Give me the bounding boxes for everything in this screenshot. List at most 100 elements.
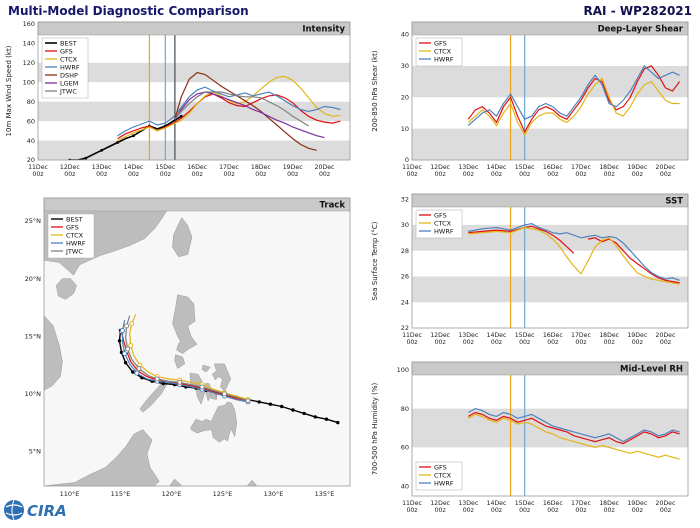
svg-text:00z: 00z xyxy=(160,171,171,178)
svg-text:20: 20 xyxy=(401,93,409,101)
svg-text:00z: 00z xyxy=(660,507,671,514)
sst-chart: SST22242628303211Dec00z12Dec00z13Dec00z1… xyxy=(371,193,689,346)
rh-series-HWRF xyxy=(468,407,680,443)
svg-text:00z: 00z xyxy=(406,339,417,346)
svg-text:11Dec: 11Dec xyxy=(402,332,422,339)
svg-text:00z: 00z xyxy=(491,171,502,178)
svg-text:00z: 00z xyxy=(632,507,643,514)
intensity-chart: Intensity2040608010012014016011Dec00z12D… xyxy=(5,20,351,178)
svg-text:00z: 00z xyxy=(519,507,530,514)
landmass xyxy=(44,315,63,391)
svg-text:Mid-Level RH: Mid-Level RH xyxy=(620,365,683,375)
svg-text:11Dec: 11Dec xyxy=(402,500,422,507)
svg-text:14Dec: 14Dec xyxy=(487,500,507,507)
landmass xyxy=(55,278,77,300)
svg-text:40: 40 xyxy=(27,137,35,145)
svg-text:JTWC: JTWC xyxy=(65,247,83,255)
svg-text:80: 80 xyxy=(401,405,409,413)
svg-text:Intensity: Intensity xyxy=(302,25,345,35)
svg-text:CTCX: CTCX xyxy=(60,55,78,63)
svg-text:00z: 00z xyxy=(632,339,643,346)
svg-text:25°N: 25°N xyxy=(25,217,42,225)
intensity-series-DSHP xyxy=(174,71,317,151)
svg-text:60: 60 xyxy=(401,444,409,452)
svg-text:15Dec: 15Dec xyxy=(515,332,535,339)
svg-text:13Dec: 13Dec xyxy=(458,332,478,339)
svg-text:16Dec: 16Dec xyxy=(187,164,207,171)
svg-text:17Dec: 17Dec xyxy=(219,164,239,171)
intensity-series-HWRF xyxy=(117,86,341,137)
svg-text:00z: 00z xyxy=(128,171,139,178)
page-title: Multi-Model Diagnostic Comparison xyxy=(8,4,249,18)
svg-text:13Dec: 13Dec xyxy=(458,500,478,507)
svg-text:00z: 00z xyxy=(575,507,586,514)
svg-text:00z: 00z xyxy=(463,339,474,346)
svg-text:16Dec: 16Dec xyxy=(543,164,563,171)
svg-text:18Dec: 18Dec xyxy=(599,500,619,507)
sst-series-HWRF xyxy=(468,222,680,281)
svg-text:00z: 00z xyxy=(435,507,446,514)
intensity-series-JTWC xyxy=(174,91,309,127)
svg-text:11Dec: 11Dec xyxy=(28,164,48,171)
svg-text:00z: 00z xyxy=(604,507,615,514)
svg-text:00z: 00z xyxy=(319,171,330,178)
svg-text:00z: 00z xyxy=(435,171,446,178)
svg-text:135°E: 135°E xyxy=(315,490,335,498)
svg-text:10m Max Wind Speed (kt): 10m Max Wind Speed (kt) xyxy=(5,45,13,136)
svg-text:00z: 00z xyxy=(406,507,417,514)
svg-text:00z: 00z xyxy=(575,171,586,178)
svg-text:20Dec: 20Dec xyxy=(656,164,676,171)
svg-text:00z: 00z xyxy=(463,171,474,178)
svg-text:00z: 00z xyxy=(192,171,203,178)
cira-logo: CIRA xyxy=(2,496,82,524)
landmass xyxy=(169,478,183,486)
svg-text:GFS: GFS xyxy=(434,211,447,219)
globe-icon xyxy=(4,500,24,520)
svg-text:40: 40 xyxy=(401,482,409,490)
svg-text:18Dec: 18Dec xyxy=(251,164,271,171)
svg-text:14Dec: 14Dec xyxy=(487,164,507,171)
svg-text:16Dec: 16Dec xyxy=(543,500,563,507)
svg-text:00z: 00z xyxy=(463,507,474,514)
svg-text:Sea Surface Temp (°C): Sea Surface Temp (°C) xyxy=(371,221,379,300)
svg-text:12Dec: 12Dec xyxy=(430,164,450,171)
svg-text:15°N: 15°N xyxy=(25,332,42,340)
svg-text:13Dec: 13Dec xyxy=(458,164,478,171)
svg-text:HWRF: HWRF xyxy=(60,63,80,71)
svg-text:CTCX: CTCX xyxy=(434,219,452,227)
shear-series-GFS xyxy=(467,65,681,134)
svg-text:20Dec: 20Dec xyxy=(656,332,676,339)
svg-text:700-500 hPa Humidity (%): 700-500 hPa Humidity (%) xyxy=(371,383,379,476)
intensity-series-LGEM xyxy=(174,91,325,139)
svg-text:80: 80 xyxy=(27,98,35,106)
svg-text:LGEM: LGEM xyxy=(60,79,78,87)
landmass xyxy=(172,217,193,258)
landmass xyxy=(174,354,186,369)
svg-text:00z: 00z xyxy=(491,507,502,514)
svg-text:00z: 00z xyxy=(519,339,530,346)
svg-text:00z: 00z xyxy=(632,171,643,178)
svg-text:10: 10 xyxy=(401,125,409,133)
svg-text:BEST: BEST xyxy=(66,215,83,223)
svg-text:Track: Track xyxy=(320,201,346,211)
track-series-HWRF xyxy=(121,319,249,403)
svg-text:17Dec: 17Dec xyxy=(571,164,591,171)
svg-text:00z: 00z xyxy=(96,171,107,178)
svg-text:Deep-Layer Shear: Deep-Layer Shear xyxy=(598,25,684,35)
svg-text:120°E: 120°E xyxy=(162,490,182,498)
svg-text:15Dec: 15Dec xyxy=(515,164,535,171)
svg-text:0: 0 xyxy=(405,156,409,164)
svg-text:DSHP: DSHP xyxy=(60,71,78,79)
svg-text:00z: 00z xyxy=(406,171,417,178)
intensity-series-CTCX xyxy=(117,75,341,142)
svg-text:18Dec: 18Dec xyxy=(599,164,619,171)
shear-series-HWRF xyxy=(467,64,680,126)
svg-text:00z: 00z xyxy=(660,171,671,178)
svg-text:130°E: 130°E xyxy=(264,490,284,498)
svg-text:12Dec: 12Dec xyxy=(430,500,450,507)
svg-text:00z: 00z xyxy=(255,171,266,178)
svg-text:11Dec: 11Dec xyxy=(402,164,422,171)
svg-text:125°E: 125°E xyxy=(213,490,233,498)
rh-chart: Mid-Level RH40608010011Dec00z12Dec00z13D… xyxy=(371,361,689,514)
svg-text:HWRF: HWRF xyxy=(434,479,454,487)
